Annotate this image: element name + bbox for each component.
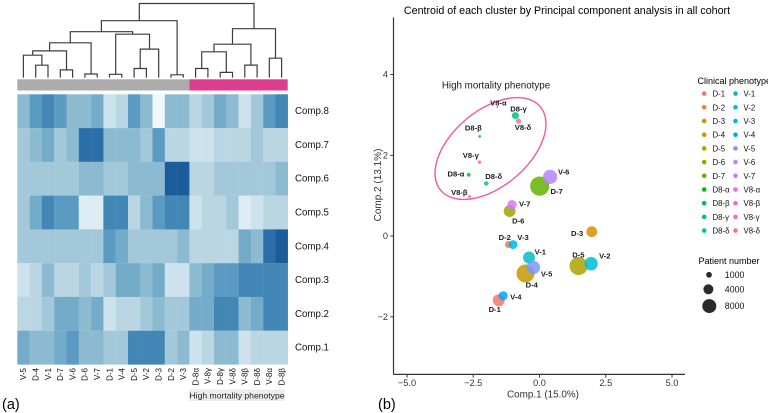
- svg-text:−2: −2: [378, 312, 388, 322]
- svg-text:1000: 1000: [725, 270, 745, 280]
- svg-text:Comp.5: Comp.5: [295, 208, 329, 219]
- svg-text:(b): (b): [378, 397, 396, 413]
- svg-text:Comp.1 (15.0%): Comp.1 (15.0%): [507, 390, 579, 401]
- svg-text:V-3: V-3: [744, 117, 756, 126]
- svg-text:V-4: V-4: [118, 367, 127, 380]
- svg-text:V8-γ: V8-γ: [744, 213, 760, 222]
- svg-text:D8-β: D8-β: [713, 199, 731, 208]
- svg-text:D-4: D-4: [713, 131, 726, 140]
- svg-text:D-5: D-5: [572, 251, 585, 260]
- svg-text:V-4: V-4: [744, 131, 756, 140]
- svg-text:V-7: V-7: [519, 200, 530, 209]
- svg-text:Comp.7: Comp.7: [295, 140, 329, 151]
- svg-text:D-6: D-6: [512, 217, 524, 226]
- svg-text:V8-α: V8-α: [744, 186, 761, 195]
- svg-text:D-2: D-2: [713, 103, 726, 112]
- svg-text:D-8α: D-8α: [191, 368, 200, 386]
- svg-text:V-3: V-3: [517, 233, 528, 242]
- svg-text:8000: 8000: [725, 301, 745, 311]
- svg-text:V-8β: V-8β: [241, 368, 250, 385]
- svg-text:Patient number: Patient number: [699, 256, 760, 266]
- svg-text:V-7: V-7: [93, 367, 102, 380]
- svg-text:0.0: 0.0: [533, 378, 546, 388]
- svg-text:Clinical phenotype: Clinical phenotype: [698, 76, 768, 86]
- svg-text:D-8γ: D-8γ: [216, 368, 225, 385]
- svg-text:Comp.8: Comp.8: [295, 106, 329, 117]
- svg-text:V-2: V-2: [142, 367, 151, 380]
- svg-text:D-2: D-2: [499, 233, 511, 242]
- svg-text:V-5: V-5: [744, 144, 756, 153]
- svg-text:V-5: V-5: [541, 269, 553, 278]
- svg-text:Centroid of each cluster by Pr: Centroid of each cluster by Principal co…: [404, 5, 730, 17]
- svg-text:High mortality phenotype: High mortality phenotype: [189, 390, 284, 400]
- svg-text:D-2: D-2: [167, 367, 176, 380]
- svg-text:V-2: V-2: [744, 103, 756, 112]
- svg-text:Comp.6: Comp.6: [295, 174, 329, 185]
- svg-text:D8-δ: D8-δ: [713, 227, 731, 236]
- svg-text:D8-α: D8-α: [448, 169, 465, 178]
- svg-text:D-1: D-1: [105, 367, 114, 380]
- svg-text:−2.5: −2.5: [464, 378, 482, 388]
- svg-text:D-3: D-3: [155, 367, 164, 380]
- svg-text:High mortality phenotype: High mortality phenotype: [442, 81, 551, 92]
- svg-text:Comp.3: Comp.3: [295, 275, 329, 286]
- svg-text:V-3: V-3: [179, 367, 188, 380]
- svg-text:V-1: V-1: [535, 248, 547, 257]
- svg-text:V-1: V-1: [44, 367, 53, 380]
- svg-text:D-6: D-6: [713, 158, 726, 167]
- svg-text:D-7: D-7: [713, 172, 726, 181]
- svg-text:D-7: D-7: [56, 367, 65, 380]
- svg-text:D-6: D-6: [81, 367, 90, 380]
- svg-text:D-3: D-3: [571, 229, 583, 238]
- svg-text:Comp.4: Comp.4: [295, 241, 330, 252]
- svg-text:D-8β: D-8β: [277, 368, 286, 386]
- svg-text:D-7: D-7: [550, 187, 562, 196]
- svg-text:V-8α: V-8α: [265, 368, 274, 385]
- svg-text:V-6: V-6: [558, 167, 569, 176]
- svg-text:V-7: V-7: [744, 172, 756, 181]
- svg-text:V-1: V-1: [744, 90, 756, 99]
- svg-text:D-5: D-5: [713, 144, 726, 153]
- svg-text:V-6: V-6: [744, 158, 756, 167]
- svg-text:V8-α: V8-α: [490, 98, 507, 107]
- svg-text:V-5: V-5: [19, 367, 28, 380]
- svg-text:D8-β: D8-β: [465, 124, 482, 133]
- svg-text:Comp.1: Comp.1: [295, 343, 329, 354]
- svg-text:Comp.2: Comp.2: [295, 309, 329, 320]
- svg-text:4000: 4000: [725, 284, 745, 294]
- svg-text:D-1: D-1: [489, 305, 502, 314]
- svg-text:−5.0: −5.0: [398, 378, 416, 388]
- svg-text:5.0: 5.0: [666, 378, 679, 388]
- svg-text:V8-β: V8-β: [451, 188, 468, 197]
- svg-text:V-8γ: V-8γ: [204, 368, 213, 384]
- svg-text:0: 0: [383, 231, 388, 241]
- svg-text:V-8δ: V-8δ: [228, 367, 237, 384]
- svg-text:(a): (a): [2, 397, 20, 413]
- svg-text:2.5: 2.5: [599, 378, 612, 388]
- svg-text:D8-δ: D8-δ: [485, 172, 502, 181]
- svg-text:V-4: V-4: [510, 292, 522, 301]
- svg-text:V-6: V-6: [68, 367, 77, 380]
- svg-text:4: 4: [383, 70, 388, 80]
- svg-text:Comp.2 (13.1%): Comp.2 (13.1%): [373, 149, 384, 222]
- svg-text:D8-α: D8-α: [713, 186, 731, 195]
- svg-text:D8-γ: D8-γ: [510, 104, 527, 113]
- svg-text:2: 2: [383, 151, 388, 161]
- svg-text:D-4: D-4: [526, 280, 539, 289]
- svg-text:D-4: D-4: [32, 367, 41, 380]
- svg-text:D8-γ: D8-γ: [713, 213, 730, 222]
- svg-text:D-8δ: D-8δ: [253, 367, 262, 385]
- svg-text:V8-β: V8-β: [744, 199, 761, 208]
- svg-text:D-3: D-3: [713, 117, 726, 126]
- svg-text:V8-δ: V8-δ: [744, 227, 761, 236]
- svg-text:V8-γ: V8-γ: [463, 151, 480, 160]
- svg-text:D-1: D-1: [713, 90, 726, 99]
- svg-text:V8-δ: V8-δ: [515, 123, 532, 132]
- svg-text:V-2: V-2: [599, 251, 610, 260]
- svg-text:D-5: D-5: [130, 367, 139, 380]
